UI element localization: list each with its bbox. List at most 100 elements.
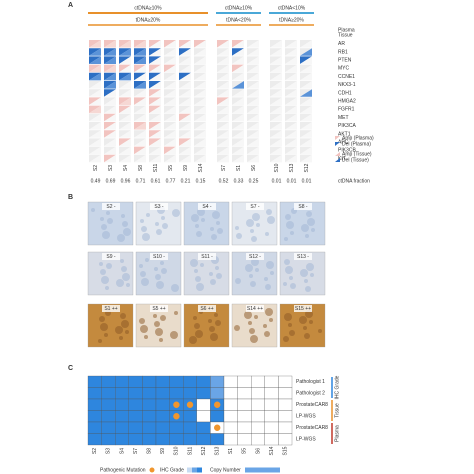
- cell-plasma: [179, 146, 191, 155]
- cell-tissue: [179, 154, 191, 163]
- row-label: LP-WGS: [296, 437, 316, 443]
- cell-plasma: [149, 81, 161, 89]
- cell-plasma: [270, 81, 282, 89]
- cell-plasma: [285, 72, 297, 81]
- tissue-texture: [216, 273, 222, 279]
- tissue-texture: [234, 325, 240, 331]
- fraction-value: 0.15: [196, 178, 206, 184]
- heat-cell: [183, 433, 197, 446]
- cell-plasma: [119, 113, 131, 122]
- cell-tissue: [149, 154, 161, 163]
- cell-tissue: [285, 122, 297, 130]
- cell-tissue: [285, 72, 297, 81]
- tissue-texture: [99, 262, 103, 266]
- cell-tissue: [194, 48, 206, 56]
- cell-tissue: [89, 97, 101, 105]
- column-label: S4: [119, 448, 125, 454]
- heat-cell: [128, 433, 143, 446]
- heat-cell: [128, 387, 143, 400]
- group-ctdna: ctDNA≥10%: [225, 5, 253, 11]
- tissue-texture: [290, 283, 296, 289]
- tissue-texture: [106, 211, 110, 215]
- cell-tissue: [232, 81, 244, 89]
- cell-plasma: [270, 72, 282, 81]
- legend-swatch: [335, 142, 340, 146]
- heat-cell: [115, 387, 129, 400]
- fraction-value: 0.96: [121, 178, 131, 184]
- cell-plasma: [149, 105, 161, 114]
- legend-swatch: [335, 152, 340, 156]
- cell-plasma: [194, 97, 206, 105]
- tissue-texture: [100, 323, 108, 331]
- cell-tissue: [89, 154, 101, 163]
- tissue-texture: [265, 284, 271, 290]
- cell-plasma: [164, 113, 176, 122]
- cell-tissue: [194, 105, 206, 114]
- cell-tissue: [134, 105, 146, 114]
- sample-label: S12: [304, 163, 310, 172]
- heat-cell: [210, 410, 225, 423]
- tissue-texture: [194, 323, 200, 329]
- cell-tissue: [300, 105, 312, 114]
- tissue-texture: [101, 224, 107, 230]
- sample-label: S1: [236, 165, 242, 171]
- label-bg: [198, 305, 216, 312]
- heat-cell: [237, 433, 252, 446]
- fraction-label: ctDNA fraction: [338, 178, 370, 184]
- tissue-texture: [122, 273, 130, 281]
- tissue-texture: [212, 211, 220, 219]
- tissue-texture: [190, 259, 198, 267]
- cell-tissue: [285, 130, 297, 138]
- group-label: Plasma: [334, 425, 340, 442]
- label-bg: [246, 305, 264, 312]
- tissue-texture: [283, 336, 289, 342]
- cell-tissue: [164, 146, 176, 155]
- cell-plasma: [149, 113, 161, 122]
- tissue-texture: [145, 258, 149, 262]
- tissue-texture: [214, 313, 218, 317]
- cell-plasma: [270, 113, 282, 122]
- cell-plasma: [217, 105, 229, 114]
- cell-tissue: [119, 64, 131, 73]
- sample-label: S10: [274, 163, 280, 172]
- cell-tissue: [247, 154, 259, 163]
- tissue-texture: [306, 211, 312, 217]
- heat-cell: [196, 387, 211, 400]
- heat-cell: [183, 375, 197, 388]
- cell-plasma: [134, 154, 146, 163]
- cell-plasma: [164, 64, 176, 73]
- tissue-texture: [250, 229, 254, 233]
- cell-tissue: [104, 113, 116, 122]
- heat-cell: [264, 421, 279, 434]
- tissue-texture: [139, 318, 145, 324]
- cell-tissue: [194, 64, 206, 73]
- cell-plasma: [134, 72, 146, 81]
- cell-tissue: [217, 48, 229, 56]
- heat-cell: [251, 398, 265, 411]
- cell-plasma: [194, 105, 206, 114]
- heat-cell: [101, 433, 116, 446]
- cell-tissue: [300, 56, 312, 64]
- cell-plasma: [217, 72, 229, 81]
- cell-tissue: [270, 154, 282, 163]
- cell-tissue: [232, 40, 244, 48]
- heat-cell: [155, 410, 170, 423]
- legend-swatch: [187, 467, 192, 473]
- tissue-texture: [286, 221, 294, 229]
- cell-plasma: [194, 64, 206, 73]
- tissue-texture: [254, 315, 258, 319]
- tissue-texture: [245, 264, 253, 272]
- tissue-texture: [252, 213, 260, 221]
- cell-tissue: [149, 56, 161, 64]
- cell-tissue: [89, 130, 101, 138]
- tissue-texture: [289, 276, 293, 280]
- tissue-texture: [119, 336, 123, 340]
- tissue-texture: [299, 316, 307, 324]
- cell-tissue: [285, 89, 297, 97]
- heat-cell: [115, 433, 129, 446]
- cell-tissue: [232, 154, 244, 163]
- tissue-texture: [116, 279, 124, 287]
- cell-tissue: [217, 89, 229, 97]
- cell-tissue: [270, 89, 282, 97]
- legend-label: Del (Plasma): [342, 141, 371, 147]
